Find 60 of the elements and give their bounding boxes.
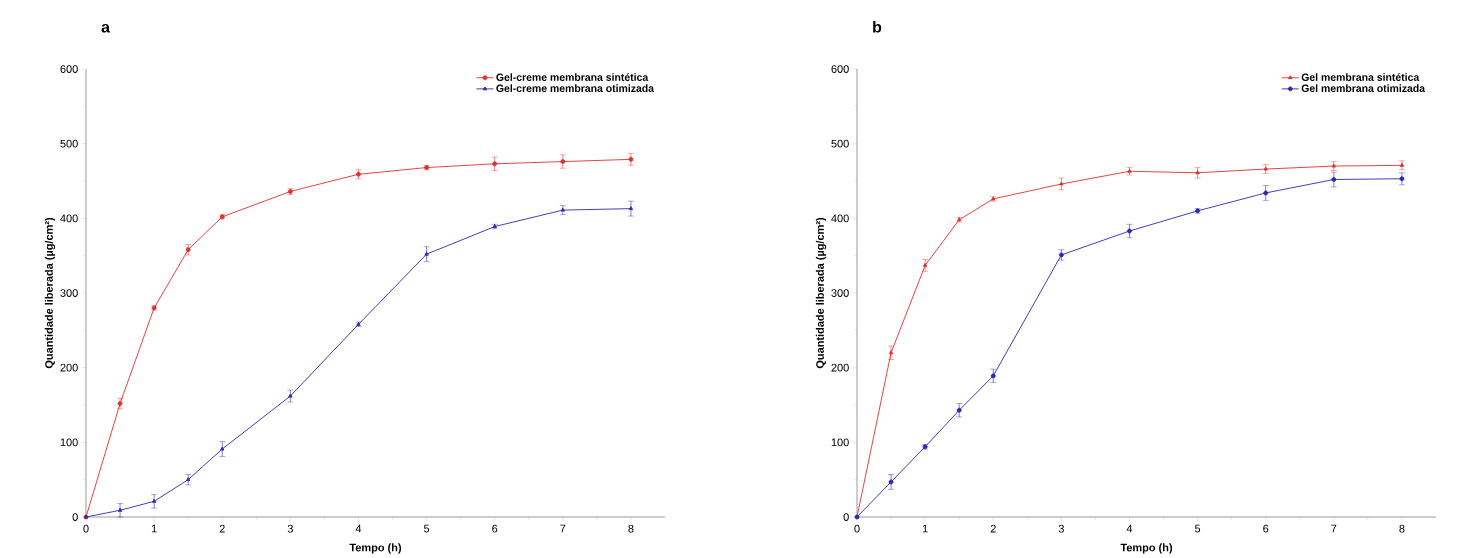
y-tick-label: 200	[60, 363, 78, 372]
x-tick-label: 7	[1331, 524, 1337, 533]
x-tick-label: 5	[423, 524, 430, 533]
y-tick-label: 300	[60, 289, 78, 297]
y-tick-label: 500	[60, 139, 78, 148]
y-tick-label: 600	[831, 65, 849, 73]
y-tick-label: 400	[60, 214, 78, 223]
legend-label: Gel-creme membrana sintética	[496, 73, 649, 81]
point	[220, 446, 225, 451]
y-tick-label: 0	[72, 513, 78, 521]
x-tick-label: 2	[219, 524, 225, 533]
point	[990, 373, 996, 379]
point	[1127, 228, 1132, 234]
y-tick-label: 300	[831, 289, 849, 297]
x-tick-label: 7	[560, 524, 566, 533]
point	[888, 479, 894, 485]
point	[1331, 177, 1337, 182]
point	[560, 159, 566, 165]
chart-title: b	[873, 20, 882, 33]
point	[1059, 181, 1064, 186]
x-tick-label: 6	[1263, 524, 1269, 533]
y-tick-label: 0	[843, 513, 849, 521]
point	[424, 251, 429, 256]
y-tick-label: 200	[831, 363, 849, 372]
x-tick-label: 6	[492, 524, 498, 533]
y-tick-label: 500	[831, 139, 849, 148]
point	[1399, 176, 1405, 182]
point	[888, 350, 894, 355]
y-axis-title: Quantidade liberada (µg/cm²)	[815, 217, 827, 369]
x-axis-title: Tempo (h)	[349, 543, 402, 554]
y-tick-label: 600	[60, 65, 78, 73]
x-tick-label: 2	[990, 524, 996, 533]
x-axis-title: Tempo (h)	[1120, 543, 1173, 554]
legend-label: Gel membrana sintética	[1301, 73, 1420, 81]
x-tick-label: 1	[151, 524, 157, 533]
x-tick-label: 4	[355, 524, 362, 533]
legend-label: Gel-creme membrana otimizada	[496, 84, 655, 93]
chart-title: a	[101, 23, 111, 33]
point	[956, 407, 962, 413]
y-axis-title: Quantidade liberada (µg/cm²)	[44, 217, 56, 369]
y-tick-label: 400	[831, 214, 849, 223]
x-tick-label: 3	[287, 524, 293, 533]
x-tick-label: 3	[1058, 524, 1064, 533]
point	[151, 498, 157, 503]
x-tick-label: 0	[854, 524, 860, 533]
x-tick-label: 8	[1399, 524, 1405, 533]
y-tick-label: 100	[60, 438, 78, 447]
point	[117, 401, 123, 406]
x-tick-label: 0	[83, 524, 89, 533]
point	[492, 161, 498, 167]
x-tick-label: 8	[628, 524, 634, 533]
point	[628, 206, 634, 211]
x-tick-label: 1	[922, 524, 928, 533]
point	[1263, 190, 1269, 196]
y-tick-label: 100	[831, 438, 849, 447]
point	[288, 393, 293, 398]
x-tick-label: 4	[1126, 524, 1133, 533]
legend-label: Gel membrana otimizada	[1301, 84, 1426, 93]
x-tick-label: 5	[1194, 524, 1201, 533]
point	[117, 507, 123, 512]
